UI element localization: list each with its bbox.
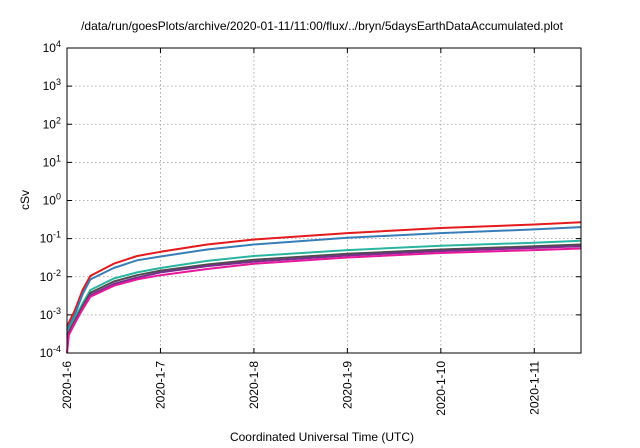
- x-axis-label: Coordinated Universal Time (UTC): [230, 430, 414, 444]
- y-tick-label: 102: [43, 115, 61, 131]
- series-line-1: [66, 221, 582, 327]
- x-axis-ticks: 2020-1-6 2020-1-7 2020-1-8 2020-1-9 2020-1-1…: [60, 48, 541, 416]
- y-tick-label: 10-2: [40, 268, 61, 284]
- y-tick-label: 101: [43, 153, 61, 169]
- x-tick-label: 2020-1-7: [153, 361, 167, 409]
- x-tick-label: 2020-1-9: [340, 361, 354, 409]
- y-tick-label: 10-4: [40, 344, 61, 360]
- series-line-4: [66, 243, 582, 336]
- y-tick-label: 10-3: [40, 306, 61, 322]
- x-tick-label: 2020-1-6: [60, 361, 74, 409]
- y-tick-label: 104: [43, 39, 61, 55]
- y-axis-ticks: 10-4 10-3 10-2 10-1 100 101 102 103 104: [40, 39, 581, 360]
- y-tick-label: 103: [43, 77, 61, 93]
- x-tick-label: 2020-1-8: [247, 361, 261, 409]
- series-line-2: [66, 226, 582, 331]
- y-tick-label: 10-1: [40, 230, 61, 246]
- series-line-6: [66, 247, 582, 354]
- chart-title: /data/run/goesPlots/archive/2020-01-11/1…: [81, 19, 564, 33]
- series-line-3: [66, 239, 582, 336]
- grid: [67, 48, 581, 353]
- y-axis-label: cSv: [18, 190, 32, 210]
- y-tick-label: 100: [43, 192, 61, 208]
- series-lines: [66, 221, 582, 354]
- x-tick-label: 2020-1-11: [527, 361, 541, 415]
- x-tick-label: 2020-1-10: [434, 361, 448, 416]
